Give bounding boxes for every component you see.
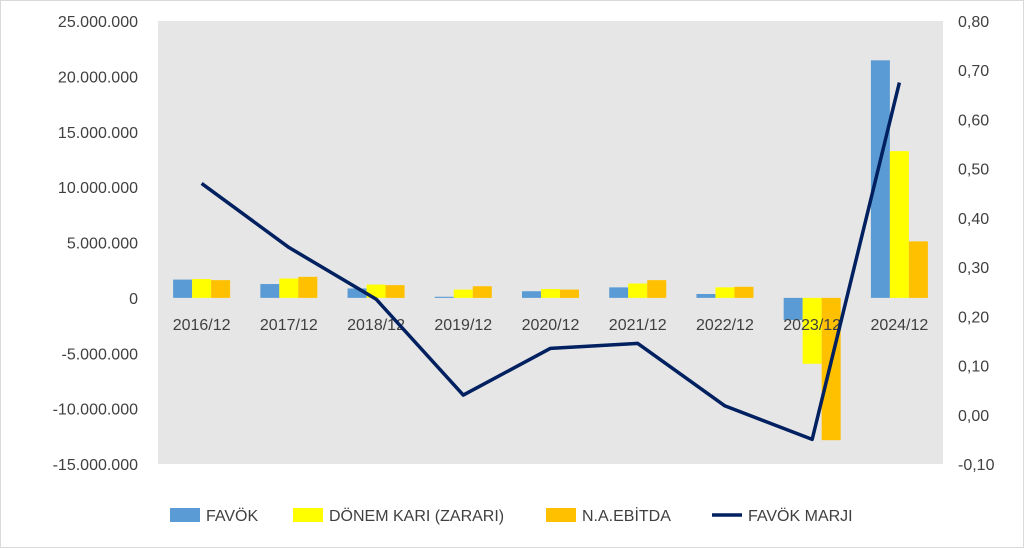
legend-label: FAVÖK bbox=[206, 507, 258, 525]
category-label: 2018/12 bbox=[347, 317, 405, 334]
bar-3-2023-12 bbox=[821, 297, 841, 441]
legend: FAVÖK DÖNEM KARI (ZARARI) N.A.EBİTDA FAVÖK … bbox=[170, 506, 853, 525]
right-tick-label: 0,80 bbox=[958, 14, 989, 31]
right-tick-label: 0,30 bbox=[958, 260, 989, 277]
legend-swatch bbox=[546, 508, 576, 522]
left-tick-label: 5.000.000 bbox=[67, 236, 138, 253]
bar-2-2017-12 bbox=[279, 278, 299, 298]
legend-label: FAVÖK MARJI bbox=[748, 507, 853, 525]
right-tick-label: 0,00 bbox=[958, 408, 989, 425]
left-tick-label: 0 bbox=[129, 291, 138, 308]
category-label: 2019/12 bbox=[434, 317, 492, 334]
left-tick-label: 25.000.000 bbox=[58, 14, 138, 31]
bar-2-2022-12 bbox=[715, 287, 735, 298]
bar-2-2020-12 bbox=[541, 289, 560, 298]
left-tick-label: 15.000.000 bbox=[58, 125, 138, 142]
left-tick-label: 10.000.000 bbox=[58, 180, 138, 197]
left-axis-tick-labels: -15.000.000 -10.000.000 -5.000.000 0 5.000.0… bbox=[53, 14, 139, 474]
right-tick-label: 0,10 bbox=[958, 359, 989, 376]
legend-swatch bbox=[293, 508, 323, 522]
bar-3-2021-12 bbox=[647, 280, 667, 298]
bar-2-2021-12 bbox=[628, 283, 648, 298]
category-label: 2024/12 bbox=[870, 317, 928, 334]
bar-1-2022-12 bbox=[696, 293, 716, 298]
left-tick-label: 20.000.000 bbox=[58, 69, 138, 86]
bar-3-2018-12 bbox=[385, 285, 405, 298]
category-label: 2021/12 bbox=[609, 317, 667, 334]
right-tick-label: 0,40 bbox=[958, 211, 989, 228]
legend-label: DÖNEM KARI (ZARARI) bbox=[329, 507, 504, 525]
legend-swatch bbox=[170, 508, 200, 522]
bar-1-2020-12 bbox=[522, 291, 541, 298]
bar-3-2022-12 bbox=[734, 286, 754, 298]
bar-3-2024-12 bbox=[908, 241, 928, 298]
left-tick-label: -5.000.000 bbox=[61, 346, 138, 363]
bar-2-2016-12 bbox=[192, 279, 212, 298]
left-tick-label: -10.000.000 bbox=[53, 402, 139, 419]
right-tick-label: 0,20 bbox=[958, 309, 989, 326]
bar-series-group bbox=[173, 60, 928, 441]
bar-3-2017-12 bbox=[298, 276, 318, 298]
right-tick-label: 0,70 bbox=[958, 63, 989, 80]
right-tick-label: -0,10 bbox=[958, 457, 995, 474]
bar-1-2018-12 bbox=[347, 288, 367, 298]
line-series-group bbox=[200, 82, 902, 442]
category-label: 2022/12 bbox=[696, 317, 754, 334]
bar-3-2016-12 bbox=[211, 280, 231, 298]
left-tick-label: -15.000.000 bbox=[53, 457, 139, 474]
right-axis-tick-labels: -0,10 0,00 0,10 0,20 0,30 0,40 0,50 0,60 0,70 0,8… bbox=[958, 14, 995, 474]
bar-1-2019-12 bbox=[434, 296, 454, 298]
category-label: 2017/12 bbox=[260, 317, 318, 334]
category-label: 2023/12 bbox=[783, 317, 841, 334]
right-tick-label: 0,60 bbox=[958, 112, 989, 129]
category-label: 2016/12 bbox=[173, 317, 231, 334]
bar-1-2024-12 bbox=[870, 60, 890, 298]
bar-2-2023-12 bbox=[802, 297, 822, 364]
plot-area bbox=[158, 21, 943, 464]
bar-3-2019-12 bbox=[472, 286, 492, 298]
bar-2-2019-12 bbox=[453, 289, 473, 298]
bar-3-2020-12 bbox=[560, 289, 579, 298]
bar-1-2016-12 bbox=[173, 279, 193, 298]
right-tick-label: 0,50 bbox=[958, 162, 989, 179]
bar-1-2017-12 bbox=[260, 284, 280, 298]
category-label: 2020/12 bbox=[522, 317, 580, 334]
legend-label: N.A.EBİTDA bbox=[582, 506, 671, 525]
bar-1-2023-12 bbox=[783, 297, 803, 321]
category-axis-labels: 2016/12 2017/12 2018/12 2019/12 2020/12 2021/… bbox=[173, 317, 929, 334]
bar-1-2021-12 bbox=[609, 287, 629, 298]
favok-marji-line bbox=[200, 82, 902, 442]
bar-2-2024-12 bbox=[889, 151, 909, 298]
